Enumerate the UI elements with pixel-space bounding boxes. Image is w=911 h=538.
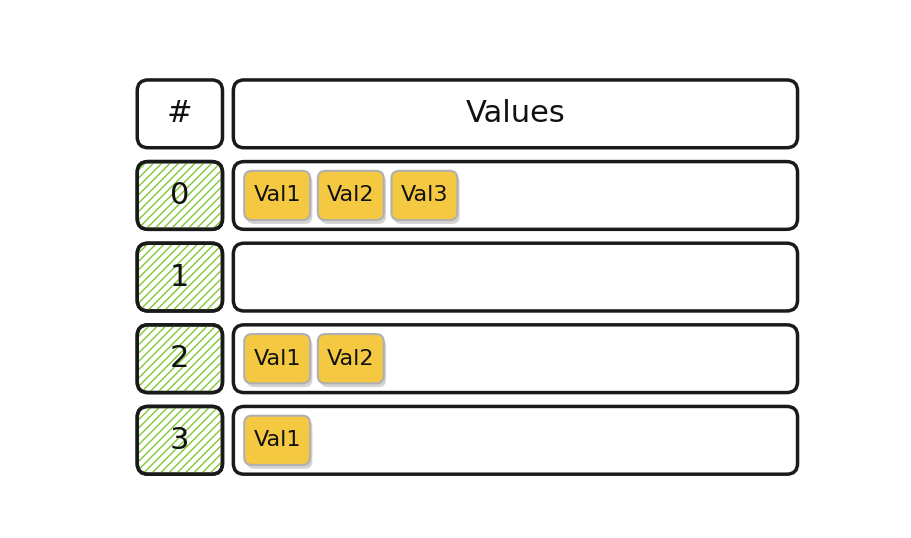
FancyBboxPatch shape <box>246 175 312 224</box>
Text: 1: 1 <box>170 263 189 292</box>
FancyBboxPatch shape <box>137 406 222 474</box>
Text: Val1: Val1 <box>253 430 301 450</box>
FancyBboxPatch shape <box>394 175 459 224</box>
Text: Val3: Val3 <box>400 186 447 206</box>
Text: Val1: Val1 <box>253 349 301 369</box>
FancyBboxPatch shape <box>233 161 797 229</box>
Text: 2: 2 <box>170 344 189 373</box>
Text: Values: Values <box>465 100 565 129</box>
FancyBboxPatch shape <box>137 80 222 148</box>
FancyBboxPatch shape <box>244 171 310 220</box>
FancyBboxPatch shape <box>137 325 222 393</box>
FancyBboxPatch shape <box>137 243 222 311</box>
FancyBboxPatch shape <box>320 175 385 224</box>
FancyBboxPatch shape <box>233 243 797 311</box>
Text: Val2: Val2 <box>327 349 374 369</box>
Text: Val2: Val2 <box>327 186 374 206</box>
FancyBboxPatch shape <box>246 420 312 469</box>
Text: Val1: Val1 <box>253 186 301 206</box>
FancyBboxPatch shape <box>233 325 797 393</box>
Text: 0: 0 <box>170 181 189 210</box>
FancyBboxPatch shape <box>317 334 384 384</box>
FancyBboxPatch shape <box>244 334 310 384</box>
FancyBboxPatch shape <box>244 416 310 465</box>
FancyBboxPatch shape <box>317 171 384 220</box>
FancyBboxPatch shape <box>246 338 312 387</box>
FancyBboxPatch shape <box>320 338 385 387</box>
FancyBboxPatch shape <box>233 80 797 148</box>
FancyBboxPatch shape <box>137 161 222 229</box>
Text: #: # <box>167 100 192 129</box>
FancyBboxPatch shape <box>233 406 797 474</box>
FancyBboxPatch shape <box>391 171 456 220</box>
Text: 3: 3 <box>170 426 189 455</box>
